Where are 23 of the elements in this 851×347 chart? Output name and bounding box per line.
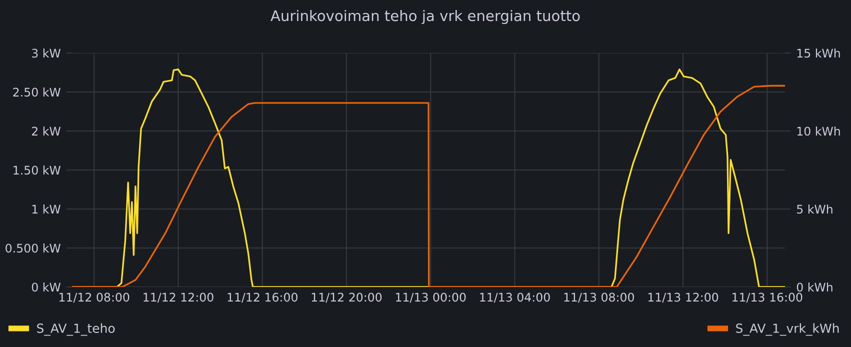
legend-label: S_AV_1_vrk_kWh xyxy=(736,323,839,336)
x-tick-label: 11/13 16:00 xyxy=(732,292,802,303)
y-tick-label: 1.50 kW xyxy=(14,166,61,175)
y2-tick-label: 10 kWh xyxy=(797,126,840,136)
y-tick-label: 3 kW xyxy=(32,48,61,58)
x-tick-label: 11/12 12:00 xyxy=(144,292,214,303)
y-tick-label: 2.50 kW xyxy=(13,88,61,97)
y2-tick-label: 0 kWh xyxy=(796,282,832,292)
x-tick-label: 11/12 20:00 xyxy=(312,292,382,303)
x-tick-label: 11/13 04:00 xyxy=(480,292,550,303)
x-tick-label: 11/13 08:00 xyxy=(564,292,634,303)
x-tick-label: 11/13 00:00 xyxy=(396,292,466,303)
y-tick-label: 0 kW xyxy=(32,282,61,292)
x-tick-label: 11/13 12:00 xyxy=(648,292,718,303)
y2-tick-label: 5 kWh xyxy=(797,204,832,214)
y2-tick-label: 15 kWh xyxy=(797,48,840,58)
x-tick-label: 11/12 16:00 xyxy=(228,292,298,303)
legend-label: S_AV_1_teho xyxy=(37,323,115,336)
y-tick-label: 2 kW xyxy=(32,126,61,136)
x-tick-label: 11/12 08:00 xyxy=(59,292,130,303)
y-tick-label: 1 kW xyxy=(32,204,61,214)
y-tick-label: 0.500 kW xyxy=(6,244,61,253)
chart-title: Aurinkovoiman teho ja vrk energian tuotto xyxy=(270,10,580,24)
